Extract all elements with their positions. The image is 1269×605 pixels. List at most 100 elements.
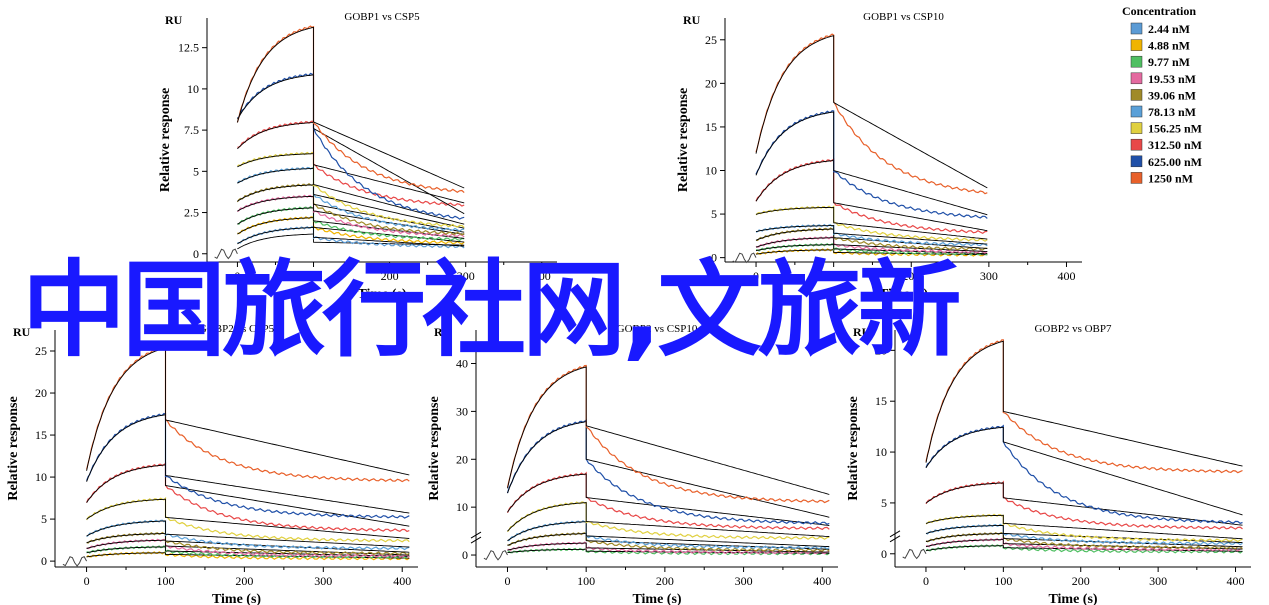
baseline-trace bbox=[214, 248, 238, 260]
series-trace bbox=[925, 480, 1243, 530]
fit-curve bbox=[755, 249, 988, 256]
x-tick-label: 0 bbox=[504, 574, 510, 588]
y-tick-label: 20 bbox=[35, 386, 47, 400]
series-trace bbox=[86, 551, 410, 561]
legend-item-label: 19.53 nM bbox=[1148, 72, 1196, 86]
series-trace bbox=[237, 194, 465, 238]
x-tick-label: 300 bbox=[980, 269, 998, 283]
series-trace bbox=[237, 120, 465, 207]
x-tick-label: 300 bbox=[1149, 574, 1167, 588]
fit-curve bbox=[507, 521, 830, 548]
legend-item-label: 2.44 nM bbox=[1148, 22, 1190, 36]
y-tick-label: 10 bbox=[705, 164, 717, 178]
fit-curve bbox=[925, 482, 1243, 526]
series-trace bbox=[86, 412, 410, 519]
y-tick-label: 0 bbox=[462, 548, 468, 562]
y-tick-label: 20 bbox=[875, 343, 887, 357]
series-trace bbox=[86, 531, 410, 556]
y-tick-label: 2.5 bbox=[184, 206, 199, 220]
panel-title: GOBP1 vs CSP10 bbox=[863, 11, 944, 23]
y-tick-label: 0 bbox=[193, 247, 199, 261]
fit-curve bbox=[86, 533, 410, 553]
unit-label: RU bbox=[683, 13, 701, 27]
panel-title: GOBP2 vs OBP7 bbox=[1034, 323, 1112, 335]
legend-swatch bbox=[1130, 22, 1143, 35]
legend-item-label: 156.25 nM bbox=[1148, 122, 1202, 136]
x-axis-title: Time (s) bbox=[212, 592, 261, 605]
y-axis-title: Relative response bbox=[6, 396, 21, 500]
y-tick-label: 0 bbox=[881, 547, 887, 561]
x-tick-label: 100 bbox=[825, 269, 843, 283]
x-tick-label: 200 bbox=[902, 269, 920, 283]
legend-item-label: 4.88 nM bbox=[1148, 39, 1190, 53]
series-trace bbox=[925, 424, 1243, 524]
watermark-overlay-text: 中国旅行社网,文旅新 bbox=[22, 249, 962, 371]
legend-item-label: 39.06 nM bbox=[1148, 88, 1196, 102]
y-axis-title: Relative response bbox=[676, 88, 691, 192]
fit-curve bbox=[755, 228, 988, 249]
y-tick-label: 20 bbox=[456, 452, 468, 466]
y-tick-label: 15 bbox=[705, 120, 717, 134]
fit-curve bbox=[507, 533, 830, 550]
y-tick-label: 0 bbox=[711, 251, 717, 265]
series-trace bbox=[506, 471, 830, 531]
fit-curve bbox=[86, 347, 410, 476]
y-axis-title: Relative response bbox=[158, 88, 173, 192]
fit-curve bbox=[86, 498, 410, 539]
fit-curve bbox=[86, 414, 410, 514]
x-tick-label: 0 bbox=[84, 574, 90, 588]
fit-curve bbox=[755, 206, 988, 240]
series-trace bbox=[86, 538, 410, 558]
series-trace bbox=[506, 364, 830, 504]
x-tick-label: 400 bbox=[1057, 269, 1075, 283]
series-trace bbox=[237, 151, 465, 228]
fit-curve bbox=[755, 244, 988, 255]
axis-break-mark bbox=[889, 530, 901, 543]
x-tick-label: 100 bbox=[577, 574, 595, 588]
panel-title: GOBP1 vs CSP5 bbox=[344, 11, 420, 23]
x-tick-label: 100 bbox=[156, 574, 174, 588]
baseline-trace bbox=[902, 548, 927, 560]
fit-curve bbox=[925, 426, 1243, 516]
legend-item-label: 312.50 nM bbox=[1148, 138, 1202, 152]
fit-curve bbox=[237, 168, 465, 229]
x-tick-label: 0 bbox=[923, 574, 929, 588]
series-trace bbox=[507, 532, 830, 552]
y-axis-title: Relative response bbox=[846, 396, 861, 500]
x-axis-title: Time (s) bbox=[357, 287, 406, 302]
legend-swatch bbox=[1130, 89, 1143, 101]
series-trace bbox=[755, 204, 988, 242]
y-tick-label: 10 bbox=[35, 470, 47, 484]
y-tick-label: 5 bbox=[41, 512, 47, 526]
x-tick-label: 400 bbox=[1227, 574, 1245, 588]
x-tick-label: 200 bbox=[381, 269, 399, 283]
series-trace bbox=[86, 496, 410, 543]
x-tick-label: 300 bbox=[457, 269, 475, 283]
fit-curve bbox=[507, 473, 830, 526]
fit-curve bbox=[507, 542, 830, 553]
series-trace bbox=[237, 225, 465, 249]
baseline-trace bbox=[483, 549, 508, 561]
series-trace bbox=[507, 547, 830, 556]
fit-curve bbox=[925, 514, 1243, 540]
x-tick-label: 200 bbox=[656, 574, 674, 588]
series-trace bbox=[237, 72, 465, 220]
unit-label: RU bbox=[853, 325, 871, 339]
x-tick-label: 300 bbox=[314, 574, 332, 588]
fit-curve bbox=[925, 340, 1243, 467]
legend-item-label: 625.00 nM bbox=[1148, 155, 1202, 169]
x-axis-title: Time (s) bbox=[1048, 592, 1097, 605]
fit-curve bbox=[755, 159, 988, 232]
concentration-legend: Concentration 2.44 nM 4.88 nM 9.77 nM 19.53… bbox=[1122, 4, 1202, 185]
y-tick-label: 15 bbox=[35, 428, 47, 442]
x-tick-label: 100 bbox=[305, 269, 323, 283]
y-tick-label: 5 bbox=[711, 207, 717, 221]
y-tick-label: 10 bbox=[187, 82, 199, 96]
fit-curve bbox=[237, 227, 465, 247]
legend-swatch bbox=[1130, 72, 1143, 85]
y-tick-label: 7.5 bbox=[184, 123, 199, 137]
fit-curve bbox=[86, 464, 410, 527]
x-tick-label: 400 bbox=[813, 574, 831, 588]
fit-curve bbox=[86, 539, 410, 556]
